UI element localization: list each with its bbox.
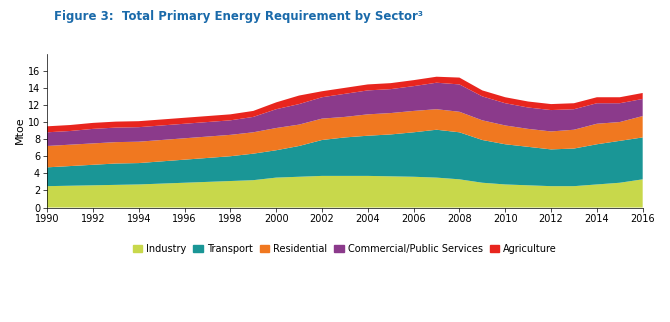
Y-axis label: Mtoe: Mtoe: [15, 117, 25, 144]
Text: Figure 3:  Total Primary Energy Requirement by Sector³: Figure 3: Total Primary Energy Requireme…: [54, 10, 423, 23]
Legend: Industry, Transport, Residential, Commercial/Public Services, Agriculture: Industry, Transport, Residential, Commer…: [129, 240, 561, 258]
